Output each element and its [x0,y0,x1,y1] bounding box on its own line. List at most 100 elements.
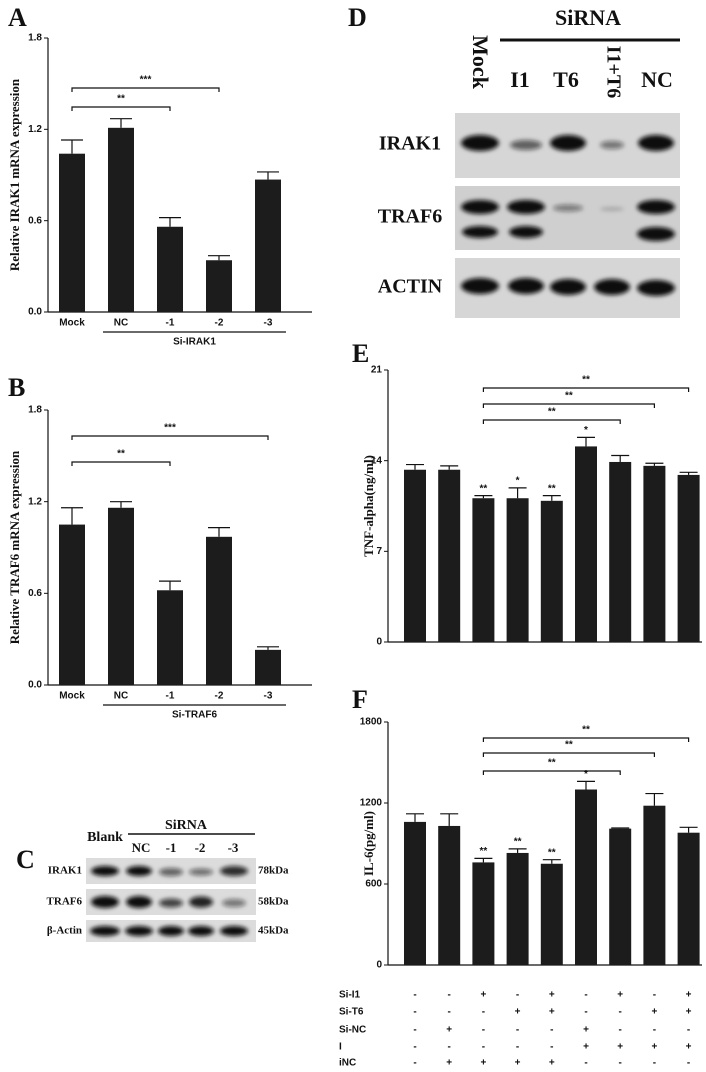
size-label: 58kDa [258,896,289,908]
star-label: ** [480,483,488,494]
condition-sign: - [516,990,519,1001]
size-label: 78kDa [258,865,289,877]
bar [540,500,563,642]
header: SiRNA [165,818,208,833]
row-label: IRAK1 [379,133,441,155]
lane-label: T6 [553,67,579,92]
y-axis-label: IL-6(pg/ml) [361,811,376,876]
star-label: ** [548,483,556,494]
star-label: ** [480,846,488,857]
condition-sign: - [619,1025,622,1036]
bracket [482,737,690,742]
bar [157,226,183,312]
star-label: ** [548,847,556,858]
bracket [71,461,171,466]
bracket-label: ** [565,391,573,402]
y-tick-label: 0.0 [28,680,42,691]
lane-label: -1 [166,840,177,855]
condition-sign: + [480,990,486,1001]
size-label: 45kDa [258,925,289,937]
condition-sign: - [550,1025,553,1036]
condition-sign: + [651,1042,657,1053]
y-tick-label: 7 [376,546,382,557]
condition-sign: - [482,1025,485,1036]
condition-sign: - [550,1042,553,1053]
y-tick-label: 14 [371,455,383,466]
y-tick-label: 600 [365,879,382,890]
panel-label: E [352,339,369,368]
condition-sign: - [413,1042,416,1053]
bracket [71,435,269,440]
bracket [71,106,171,111]
condition-sign: - [619,1007,622,1018]
lane-label: NC [641,67,673,92]
x-tick-label: Mock [59,318,85,329]
star-label: ** [514,837,522,848]
bracket-label: ** [548,758,556,769]
bar [506,498,529,642]
bracket-label: *** [140,75,152,86]
condition-sign: + [480,1058,486,1069]
bar [255,179,281,312]
bracket [482,770,621,775]
condition-sign: + [686,1042,692,1053]
row-label: IRAK1 [48,865,82,877]
condition-sign: - [687,1058,690,1069]
x-tick-label: -2 [215,691,224,702]
bands [461,135,675,296]
bracket-label: ** [117,449,125,460]
bar [677,474,700,642]
condition-sign: + [583,1025,589,1036]
condition-name: Si-NC [339,1025,366,1036]
x-tick-label: -3 [264,691,273,702]
bar [404,469,426,642]
bracket [482,387,690,392]
blot-c: C Blank SiRNA NC -1 -2 -3 IRAK1 TRAF6 β-… [16,818,289,942]
bar [157,590,183,685]
condition-sign: - [584,1007,587,1018]
y-axis-label: Relative IRAK1 mRNA expression [7,78,22,271]
condition-sign: + [446,1025,452,1036]
bar [472,498,495,642]
condition-sign: + [549,1058,555,1069]
bar [438,469,461,642]
star-label: * [584,769,588,780]
x-tick-label: -1 [166,318,175,329]
lane-label: -2 [195,840,206,855]
lane-label: I1+T6 [602,46,624,99]
y-tick-label: 1.8 [28,405,42,416]
group-label: Si-TRAF6 [172,710,217,721]
condition-sign: + [583,1042,589,1053]
condition-sign: - [482,1007,485,1018]
bar [609,461,632,642]
condition-sign: - [619,1058,622,1069]
bar [643,805,666,965]
bar [677,832,700,965]
row-label: TRAF6 [47,896,83,908]
bracket-label: ** [548,407,556,418]
bar [404,821,426,965]
bracket-label: *** [164,423,176,434]
panel-label: F [352,685,368,714]
bracket-label: ** [117,94,125,105]
bar [108,127,134,312]
row-label: TRAF6 [378,206,442,228]
blot-d: D Mock SiRNA I1 T6 I1+T6 NC IRAK1 TRAF6 … [348,3,680,318]
condition-name: I [339,1042,342,1053]
y-tick-label: 1.2 [28,124,42,135]
panel-label: B [8,373,25,402]
condition-sign: - [482,1042,485,1053]
bar [472,862,495,965]
y-tick-label: 21 [371,365,383,376]
x-tick-label: -2 [215,318,224,329]
condition-sign: - [584,990,587,1001]
condition-sign: + [549,990,555,1001]
condition-sign: - [584,1058,587,1069]
bar [540,863,563,965]
condition-sign: + [686,990,692,1001]
bands [90,866,248,936]
lane-label: Blank [87,830,123,845]
condition-sign: + [617,990,623,1001]
bar [609,828,632,965]
